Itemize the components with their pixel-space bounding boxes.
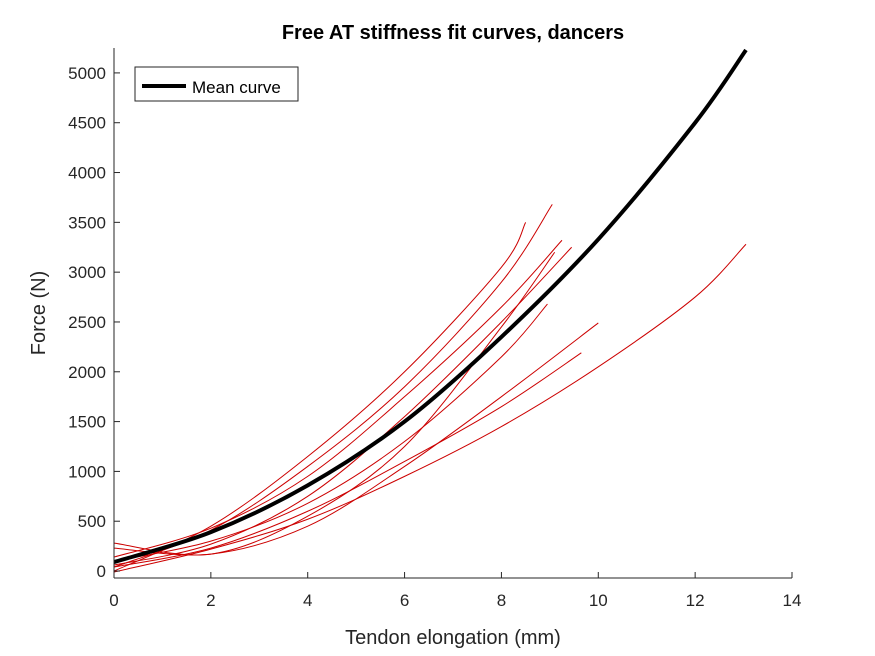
individual-curve-7 xyxy=(113,322,599,556)
curves-layer xyxy=(113,48,748,573)
y-tick-label: 1000 xyxy=(68,462,106,481)
y-tick-label: 2000 xyxy=(68,363,106,382)
individual-curve-3 xyxy=(113,239,563,558)
axes xyxy=(113,48,792,579)
y-axis-label: Force (N) xyxy=(28,271,50,355)
x-tick-label: 10 xyxy=(589,591,608,610)
x-tick-label: 4 xyxy=(303,591,312,610)
y-tick-label: 0 xyxy=(97,562,106,581)
y-ticks: 0 500 1000 1500 2000 2500 3000 3500 4000 4500 5000 xyxy=(68,64,120,581)
x-tick-label: 14 xyxy=(783,591,802,610)
x-tick-label: 8 xyxy=(497,591,506,610)
y-tick-label: 1500 xyxy=(68,413,106,432)
y-tick-label: 2500 xyxy=(68,313,106,332)
legend: Mean curve xyxy=(134,66,299,102)
x-axis-label: Tendon elongation (mm) xyxy=(345,627,561,649)
y-tick-label: 3000 xyxy=(68,263,106,282)
y-tick-label: 500 xyxy=(78,512,106,531)
x-tick-label: 6 xyxy=(400,591,409,610)
y-tick-label: 4500 xyxy=(68,114,106,133)
chart-title: Free AT stiffness fit curves, dancers xyxy=(282,22,624,44)
individual-curve-8 xyxy=(113,352,582,568)
y-tick-label: 5000 xyxy=(68,64,106,83)
x-ticks: 0 2 4 6 8 10 12 14 xyxy=(109,572,801,610)
x-tick-label: 2 xyxy=(206,591,215,610)
individual-curve-6 xyxy=(113,303,548,562)
mean-curve-line xyxy=(113,48,748,564)
y-tick-label: 3500 xyxy=(68,213,106,232)
individual-curve-9 xyxy=(113,243,747,573)
x-tick-label: 12 xyxy=(686,591,705,610)
x-tick-label: 0 xyxy=(109,591,118,610)
y-tick-label: 4000 xyxy=(68,164,106,183)
legend-label-mean-curve: Mean curve xyxy=(192,78,281,97)
